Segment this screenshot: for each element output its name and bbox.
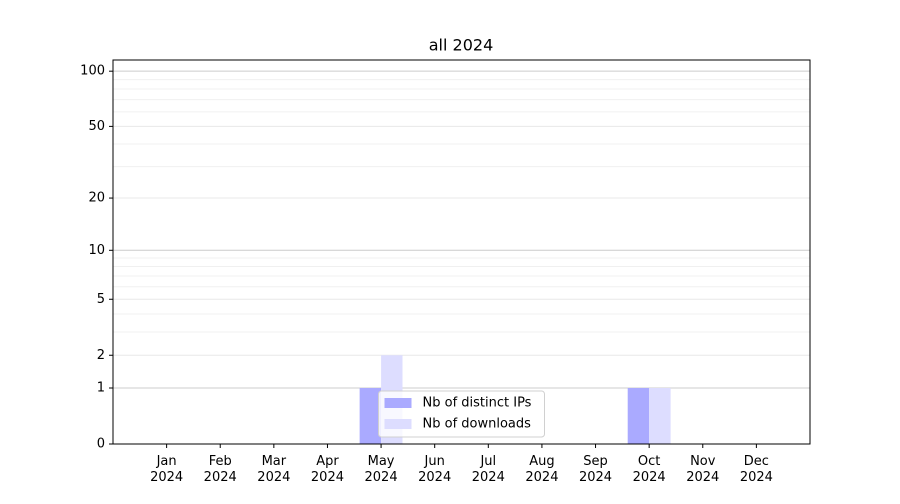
x-tick-label: Sep 2024 [579, 454, 612, 485]
x-tick-label: Apr 2024 [311, 454, 344, 485]
x-tick-label: May 2024 [365, 454, 398, 485]
y-tick-label: 5 [97, 292, 105, 307]
x-tick-label: Nov 2024 [686, 454, 719, 485]
legend-label: Nb of distinct IPs [423, 396, 532, 411]
x-tick-label: Feb 2024 [204, 454, 237, 485]
legend-swatch [384, 398, 412, 408]
x-tick-label: Jul 2024 [472, 454, 505, 485]
legend-swatch [384, 419, 412, 429]
x-tick-label: Dec 2024 [740, 454, 773, 485]
y-tick-label: 0 [97, 437, 105, 452]
bar [649, 388, 671, 444]
x-tick-label: Aug 2024 [525, 454, 558, 485]
bar [359, 388, 382, 444]
y-tick-label: 100 [80, 64, 105, 79]
x-tick-label: Jan 2024 [150, 454, 183, 485]
x-tick-label: Oct 2024 [633, 454, 666, 485]
y-tick-label: 10 [88, 243, 105, 258]
chart-title: all 2024 [429, 36, 494, 55]
bar [627, 388, 650, 444]
legend-box [378, 390, 545, 438]
legend-label: Nb of downloads [423, 417, 532, 432]
y-tick-label: 50 [88, 119, 105, 134]
y-tick-label: 1 [97, 381, 105, 396]
legend: Nb of distinct IPs Nb of downloads [378, 390, 545, 438]
y-tick-label: 2 [97, 348, 105, 363]
x-tick-label: Mar 2024 [257, 454, 290, 485]
plot-frame [112, 59, 811, 445]
x-tick-label: Jun 2024 [418, 454, 451, 485]
y-tick-label: 20 [88, 191, 105, 206]
